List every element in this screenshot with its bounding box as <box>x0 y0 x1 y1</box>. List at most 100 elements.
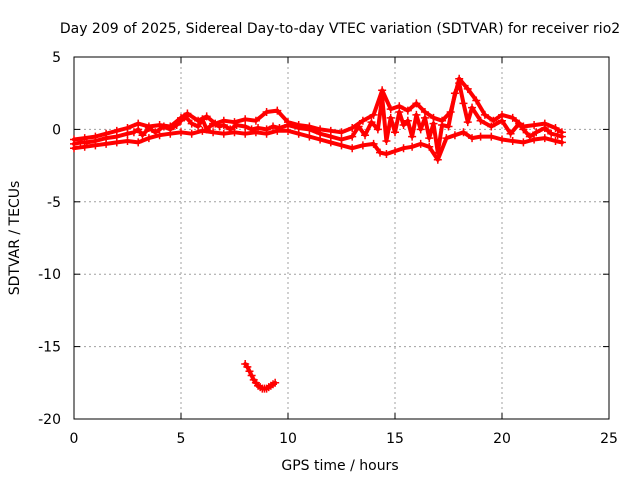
data-point <box>532 128 541 137</box>
data-point <box>403 116 412 125</box>
data-point <box>476 116 485 125</box>
data-point <box>412 110 421 119</box>
data-point <box>245 367 254 376</box>
data-point <box>459 99 468 108</box>
data-point <box>326 126 335 135</box>
x-tick-labels: 0 5 10 15 20 25 <box>70 431 618 447</box>
data-point <box>219 116 228 125</box>
data-point <box>251 116 260 125</box>
data-point <box>498 110 506 119</box>
data-point <box>557 138 566 147</box>
data-point <box>241 129 250 138</box>
data-point <box>194 116 203 125</box>
x-tick-label: 0 <box>70 431 79 447</box>
data-point <box>251 128 260 137</box>
data-point <box>241 122 250 131</box>
data-point <box>433 155 442 164</box>
data-point <box>361 131 370 140</box>
y-tick-label: -10 <box>38 267 61 283</box>
y-tick-label: -5 <box>47 195 61 211</box>
x-tick-label: 15 <box>386 431 404 447</box>
data-point <box>540 119 549 128</box>
data-point <box>144 122 153 131</box>
y-tick-label: 0 <box>52 122 61 138</box>
y-axis-label: SDTVAR / TECUs <box>7 181 23 296</box>
data-point <box>198 126 207 135</box>
data-point <box>305 122 314 131</box>
data-point <box>463 84 472 93</box>
data-point <box>369 110 378 119</box>
data-point <box>294 121 303 130</box>
data-point <box>508 113 517 122</box>
data-point <box>395 102 404 111</box>
data-point <box>294 129 303 138</box>
data-point <box>230 118 239 127</box>
data-point <box>123 123 132 132</box>
data-point <box>284 126 292 135</box>
data-point <box>348 123 357 132</box>
data-point <box>80 142 89 151</box>
chart-title: Day 209 of 2025, Sidereal Day-to-day VTE… <box>60 21 620 37</box>
data-point <box>420 108 429 117</box>
data-point <box>348 144 357 153</box>
data-point <box>358 116 367 125</box>
data-point <box>442 134 451 143</box>
data-point <box>269 122 278 131</box>
data-point <box>446 108 455 117</box>
data-point <box>399 144 408 153</box>
data-point <box>519 138 528 147</box>
data-point <box>112 138 121 147</box>
data-point <box>408 132 417 141</box>
data-point <box>177 128 185 137</box>
data-point <box>519 122 528 131</box>
data-point <box>241 115 250 124</box>
plot-frame <box>73 56 610 420</box>
data-point <box>102 139 111 148</box>
data-point <box>129 128 138 137</box>
data-point <box>91 141 100 150</box>
data-point <box>403 106 412 115</box>
data-point <box>386 105 395 114</box>
data-point <box>369 139 378 148</box>
data-point <box>155 131 164 140</box>
data-point <box>408 142 417 151</box>
series-sdtvar-upper-envelope <box>70 74 566 144</box>
x-tick-label: 25 <box>600 431 618 447</box>
data-point <box>425 134 434 143</box>
data-point <box>273 126 282 135</box>
data-point <box>177 113 185 122</box>
series-trace <box>72 128 564 162</box>
data-point <box>373 125 382 134</box>
data-point <box>547 129 556 138</box>
data-point <box>506 129 515 138</box>
data-point <box>219 129 228 138</box>
data-point <box>326 138 335 147</box>
data-point <box>487 132 496 141</box>
data-point <box>70 144 78 153</box>
data-point <box>553 131 562 140</box>
data-point <box>209 128 218 137</box>
data-point <box>70 135 78 144</box>
data-point <box>540 134 549 143</box>
data-point <box>450 131 459 140</box>
data-point <box>376 148 385 157</box>
x-tick-label: 5 <box>177 431 186 447</box>
data-point <box>138 131 147 140</box>
data-point <box>551 123 560 132</box>
data-point <box>416 139 425 148</box>
data-point <box>337 128 346 137</box>
data-point <box>476 132 485 141</box>
data-marks <box>70 74 566 393</box>
data-point <box>230 128 239 137</box>
data-point <box>134 138 143 147</box>
data-point <box>530 121 539 130</box>
data-point <box>102 129 111 138</box>
data-point <box>247 371 256 380</box>
series-sdtvar-outlier-arc <box>241 359 280 393</box>
data-point <box>391 147 399 156</box>
series-sdtvar-lower-envelope <box>70 126 566 164</box>
data-point <box>480 110 489 119</box>
data-point <box>498 135 506 144</box>
x-axis-label: GPS time / hours <box>281 458 398 474</box>
